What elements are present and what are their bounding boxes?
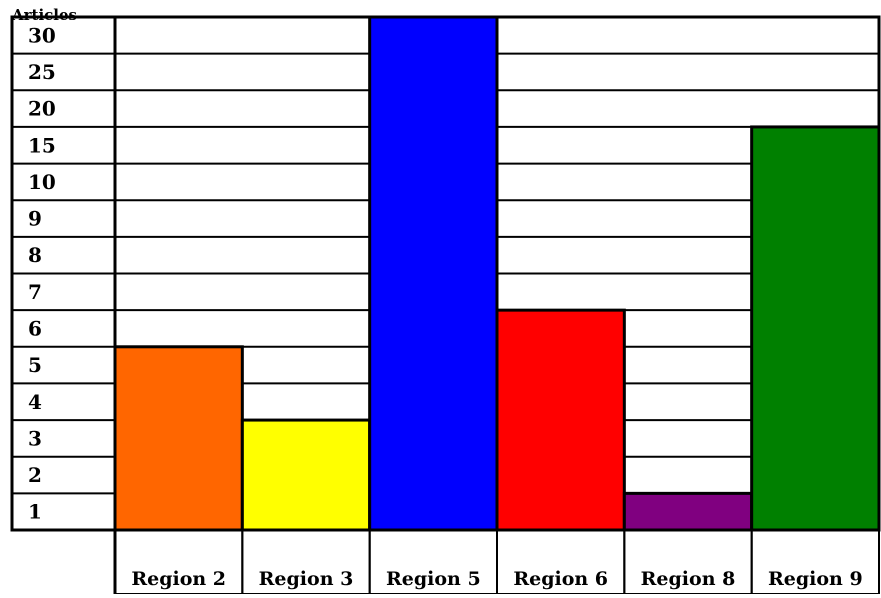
y-tick-label: 4 <box>28 390 42 414</box>
x-tick-label: Region 8 <box>641 568 736 590</box>
x-tick-label: Region 5 <box>386 568 481 590</box>
plot-border <box>10 15 881 532</box>
y-tick-label: 6 <box>28 316 42 340</box>
y-tick-label: 5 <box>28 353 42 377</box>
y-axis-title: Articles <box>11 6 77 24</box>
y-tick-label: 7 <box>28 280 42 304</box>
y-tick-label: 10 <box>28 170 56 194</box>
x-tick-label: Region 2 <box>131 568 226 590</box>
y-tick-label: 20 <box>28 97 56 121</box>
bar-region-9 <box>750 125 881 532</box>
bars <box>113 15 881 532</box>
y-tick-labels: 1 2 3 4 5 6 7 8 9 10 15 20 25 30 <box>28 23 56 523</box>
bar-region-3 <box>240 418 372 532</box>
y-tick-label: 1 <box>28 500 42 524</box>
y-tick-label: 2 <box>28 463 42 487</box>
y-tick-label: 30 <box>28 23 56 47</box>
y-tick-label: 9 <box>28 207 42 231</box>
y-tick-label: 3 <box>28 426 42 450</box>
bar-region-8 <box>622 491 754 532</box>
x-tick-label: Region 6 <box>513 568 608 590</box>
bar-region-6 <box>495 308 626 532</box>
bar-region-5 <box>368 15 499 532</box>
y-tick-label: 8 <box>28 243 42 267</box>
chart-frame <box>10 15 881 594</box>
y-tick-label: 15 <box>28 133 56 157</box>
x-tick-labels: Region 2 Region 3 Region 5 Region 6 Region 8… <box>114 529 881 595</box>
x-tick-label: Region 3 <box>259 568 354 590</box>
y-tick-label: 25 <box>28 60 56 84</box>
bar-region-2 <box>113 345 244 532</box>
x-tick-label: Region 9 <box>768 568 863 590</box>
